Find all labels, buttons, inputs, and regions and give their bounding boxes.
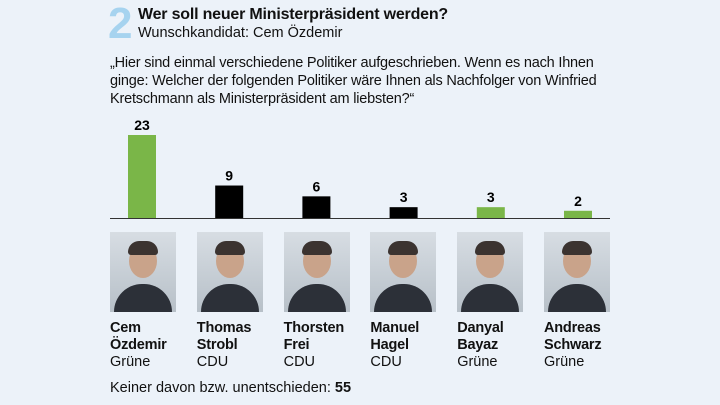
chart-number: 2 <box>108 0 133 48</box>
footer-note: Keiner davon bzw. unentschieden: 55 <box>110 380 351 396</box>
candidate-party: Grüne <box>110 354 151 370</box>
candidate-name: Thorsten Frei <box>284 320 354 354</box>
last-name: Schwarz <box>544 337 602 353</box>
candidate-name: Manuel Hagel <box>370 320 440 354</box>
candidate-name: Cem Özdemir <box>110 320 180 354</box>
candidate-party: CDU <box>196 354 229 370</box>
candidate-party: Grüne <box>457 354 498 370</box>
data-label: 23 <box>134 117 150 133</box>
first-name: Andreas <box>544 320 601 336</box>
candidate-6: Andreas Schwarz Grüne <box>544 232 614 371</box>
candidate-photo <box>196 232 263 312</box>
candidate-name: Andreas Schwarz <box>544 320 614 354</box>
bar-3 <box>302 196 331 218</box>
bar-6 <box>564 210 592 218</box>
candidate-photo <box>457 232 524 312</box>
last-name: Hagel <box>370 337 409 353</box>
bar-1 <box>128 135 156 218</box>
first-name: Thorsten <box>283 320 345 336</box>
first-name: Danyal <box>457 320 504 336</box>
candidate-4: Manuel Hagel CDU <box>370 232 440 371</box>
candidate-2: Thomas Strobl CDU <box>196 232 267 371</box>
chart-subtitle: Wunschkandidat: Cem Özdemir <box>138 25 343 41</box>
first-name: Cem <box>110 320 141 336</box>
candidate-party: CDU <box>370 354 402 370</box>
candidate-photo <box>283 232 350 312</box>
last-name: Strobl <box>196 337 238 353</box>
candidate-photo <box>544 232 610 312</box>
bar-4 <box>389 207 418 218</box>
candidate-party: CDU <box>283 354 316 370</box>
footer-label: Keiner davon bzw. unentschieden: <box>110 380 331 396</box>
candidate-3: Thorsten Frei CDU <box>283 232 354 371</box>
bar-2 <box>215 185 244 218</box>
last-name: Bayaz <box>457 337 499 353</box>
candidate-name: Thomas Strobl <box>197 320 267 354</box>
candidate-1: Cem Özdemir Grüne <box>110 232 180 371</box>
candidate-name: Danyal Bayaz <box>457 320 527 354</box>
last-name: Frei <box>283 337 310 353</box>
candidate-photo <box>110 232 176 312</box>
bar-5 <box>476 207 505 218</box>
last-name: Özdemir <box>110 337 167 353</box>
data-label: 3 <box>400 189 408 205</box>
candidate-party: Grüne <box>544 354 585 370</box>
chart-title: Wer soll neuer Ministerpräsident werden? <box>138 6 449 23</box>
candidate-5: Danyal Bayaz Grüne <box>457 232 527 371</box>
data-label: 2 <box>574 193 582 209</box>
candidate-photo <box>370 232 437 312</box>
survey-question: „Hier sind einmal verschiedene Politiker… <box>110 55 597 107</box>
footer-value: 55 <box>334 380 352 396</box>
first-name: Manuel <box>370 320 420 336</box>
data-label: 9 <box>225 168 233 184</box>
bar-chart: 23 9 6 3 3 2 <box>110 117 610 219</box>
data-label: 3 <box>487 189 495 205</box>
data-label: 6 <box>313 178 321 194</box>
first-name: Thomas <box>196 320 252 336</box>
